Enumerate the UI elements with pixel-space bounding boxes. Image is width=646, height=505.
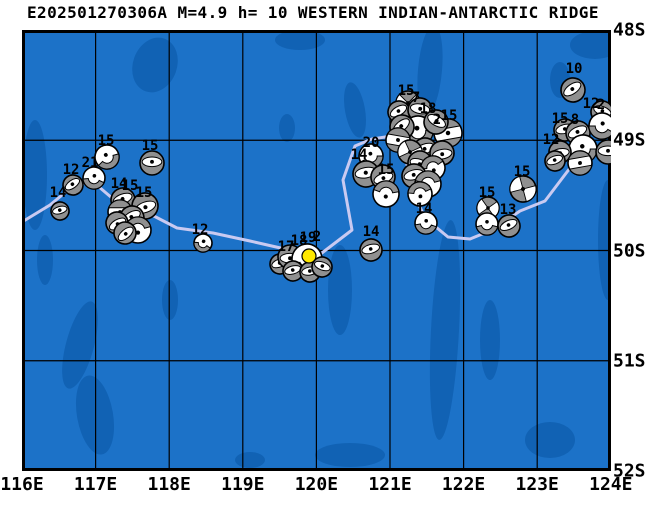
- event-day-label: 18: [291, 233, 308, 249]
- lat-tick-label: 50S: [613, 240, 646, 261]
- focal-mechanism-beachball: [588, 112, 611, 140]
- event-day-label: 14: [363, 224, 380, 240]
- focal-mechanism-beachball: [311, 256, 333, 278]
- event-day-label: 14: [416, 201, 433, 217]
- lat-tick-label: 49S: [613, 129, 646, 151]
- map-border: [22, 30, 611, 471]
- bathymetry-patch: [429, 220, 461, 440]
- bathymetry-patch: [23, 120, 47, 230]
- focal-mechanism-beachball: [407, 181, 433, 207]
- lon-tick-label: 117E: [73, 474, 118, 495]
- focal-mechanism-beachball: [509, 175, 537, 203]
- focal-mechanism-beachball: [50, 201, 70, 221]
- event-day-label: 2: [597, 97, 605, 113]
- event-day-label: 12: [543, 132, 560, 148]
- bathymetry-patch: [570, 31, 611, 59]
- bathymetry-patch: [344, 82, 366, 138]
- focal-mechanism-beachball: [62, 174, 84, 196]
- event-day-label: 2: [313, 229, 321, 245]
- focal-mechanism-beachball: [595, 139, 611, 165]
- bathymetry-patch: [275, 30, 325, 50]
- event-day-label: 20: [363, 135, 380, 151]
- focal-mechanism-beachball: [113, 221, 137, 245]
- event-day-label: 15: [441, 108, 458, 124]
- event-day-label: 17: [278, 239, 295, 255]
- lon-tick-label: 121E: [368, 474, 412, 495]
- lon-tick-label: 123E: [515, 474, 559, 495]
- event-day-label: 15: [142, 138, 159, 154]
- focal-mechanism-beachball: [82, 166, 106, 190]
- event-day-label: 15: [122, 178, 139, 194]
- bathymetry-patch: [598, 180, 611, 300]
- bathymetry-patch: [162, 280, 178, 320]
- map-area: 14 12 21 15 15 14 15 15 12 17 18 19 2 14 15 7 18 15 2 20 14 1…: [22, 30, 611, 471]
- bathymetry-patch: [62, 301, 98, 389]
- focal-mechanism-beachball: [560, 77, 586, 103]
- focal-mechanism-beachball: [567, 150, 593, 176]
- event-day-label: 15: [552, 111, 569, 127]
- event-day-label: 15: [98, 133, 115, 149]
- event-day-label: 15: [136, 185, 153, 201]
- focal-mechanism-beachball: [282, 260, 304, 282]
- main-event-marker: [301, 248, 317, 264]
- map-title: E202501270306A M=4.9 h= 10 WESTERN INDIA…: [27, 3, 599, 22]
- lon-tick-label: 118E: [147, 474, 191, 495]
- bathymetry-patch: [417, 30, 443, 115]
- bathymetry-patch: [279, 114, 295, 142]
- event-day-label: 18: [420, 101, 437, 117]
- focal-mechanism-beachball: [359, 238, 383, 262]
- focal-mechanism-beachball: [94, 144, 120, 170]
- event-day-label: 13: [500, 202, 517, 218]
- event-day-label: 10: [566, 61, 583, 77]
- lon-tick-label: 120E: [294, 474, 339, 495]
- event-day-label: 15: [514, 164, 531, 180]
- focal-mechanism-beachball: [372, 180, 400, 208]
- focal-mechanism-beachball: [497, 214, 521, 238]
- lat-tick-label: 52S: [613, 460, 646, 482]
- event-day-label: 2: [433, 112, 441, 128]
- lon-tick-label: 124E: [589, 474, 633, 495]
- focal-mechanism-beachball: [414, 211, 438, 235]
- event-day-label: 12: [192, 222, 209, 238]
- lon-tick-label: 116E: [0, 474, 44, 495]
- event-day-label: 8: [571, 112, 579, 128]
- bathymetry-patch: [328, 245, 352, 335]
- bathymetry-patch: [37, 235, 53, 285]
- lon-tick-label: 119E: [221, 474, 265, 495]
- event-day-label: 12: [63, 162, 80, 178]
- event-day-label: 12: [583, 96, 600, 112]
- bathymetry-patch: [480, 300, 500, 380]
- focal-mechanism-beachball: [139, 150, 165, 176]
- focal-mechanism-beachball: [193, 233, 213, 253]
- lat-tick-label: 51S: [613, 350, 646, 372]
- bathymetry-patch: [525, 422, 575, 458]
- event-day-label: 14: [111, 176, 128, 192]
- event-day-label: 14: [351, 147, 368, 163]
- event-day-label: 15: [398, 83, 415, 99]
- bathymetry-patch: [132, 37, 178, 93]
- bathymetry-patch: [235, 452, 265, 468]
- event-day-label: 15: [378, 162, 395, 178]
- lat-tick-label: 48S: [613, 19, 646, 41]
- event-day-label: 14: [50, 185, 67, 201]
- event-day-label: 7: [412, 90, 420, 106]
- event-day-label: 15: [479, 185, 496, 201]
- lon-tick-label: 122E: [441, 474, 486, 495]
- focal-mechanism-beachball: [423, 109, 449, 135]
- focal-mechanism-beachball: [475, 212, 499, 236]
- event-day-label: 19: [300, 230, 317, 246]
- event-day-label: 21: [82, 155, 99, 171]
- bathymetry-patch: [315, 443, 385, 467]
- focal-mechanism-beachball: [544, 150, 566, 172]
